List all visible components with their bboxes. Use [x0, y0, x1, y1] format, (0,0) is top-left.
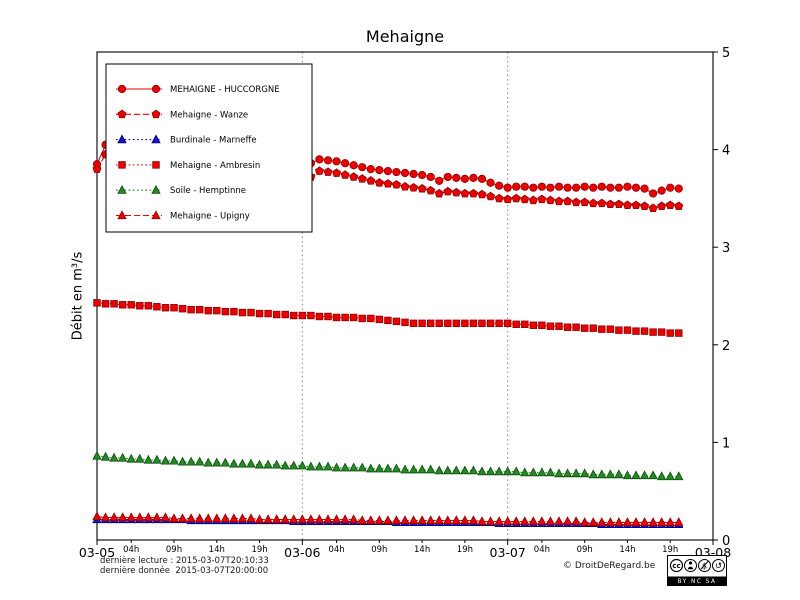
legend-item-upigny: Mehaigne - Upigny	[116, 210, 250, 222]
cc-sa-icon: ↺	[712, 559, 725, 572]
x-minor-label: 09h	[166, 545, 182, 555]
cc-logo-icon: cc	[669, 558, 684, 573]
legend-item-marneffe: Burdinale - Marneffe	[116, 134, 257, 146]
x-minor-label: 09h	[371, 545, 387, 555]
y-tick-label: 1	[722, 436, 730, 451]
series-hemptinne	[92, 450, 684, 481]
x-minor-label: 19h	[457, 545, 473, 555]
footer-last-data: dernière donnée 2015-03-07T20:00:00	[100, 566, 269, 576]
x-minor-label: 04h	[534, 545, 550, 555]
legend-label: MEHAIGNE - HUCCORGNE	[170, 85, 280, 95]
series-upigny	[92, 511, 684, 527]
x-minor-label: 04h	[328, 545, 344, 555]
y-tick-label: 2	[722, 339, 730, 354]
cc-terms-label: BY NC SA	[677, 579, 716, 585]
cc-license-badge: cc $ ↺ BY NC SA	[667, 555, 727, 586]
legend: MEHAIGNE - HUCCORGNE Mehaigne - Wanze Burd…	[105, 63, 313, 233]
y-tick-label: 3	[722, 241, 730, 256]
x-minor-label: 19h	[662, 545, 678, 555]
y-tick-label: 5	[722, 46, 730, 61]
legend-item-huccorgne: MEHAIGNE - HUCCORGNE	[116, 84, 280, 95]
legend-label: Burdinale - Marneffe	[170, 136, 257, 146]
legend-item-wanze: Mehaigne - Wanze	[116, 109, 248, 120]
x-minor-label: 14h	[209, 545, 225, 555]
svg-text:cc: cc	[672, 562, 680, 570]
x-minor-label: 19h	[251, 545, 267, 555]
x-major-label: 03-07	[490, 545, 526, 560]
x-minor-label: 14h	[414, 545, 430, 555]
copyright-text: © DroitDeRegard.be	[563, 561, 656, 571]
svg-text:↺: ↺	[715, 562, 722, 572]
legend-item-hemptinne: Soile - Hemptinne	[116, 184, 246, 196]
legend-label: Soile - Hemptinne	[170, 186, 246, 196]
x-major-label: 03-05	[79, 545, 115, 560]
series-ambresin	[93, 299, 683, 337]
x-minor-label: 04h	[123, 545, 139, 555]
cc-nc-icon: $	[698, 559, 711, 572]
legend-item-ambresin: Mehaigne - Ambresin	[116, 161, 260, 171]
chart-title: Mehaigne	[365, 27, 445, 46]
x-minor-label: 09h	[577, 545, 593, 555]
footer-last-reading: dernière lecture : 2015-03-07T20:10:33	[100, 556, 269, 566]
cc-by-icon	[684, 559, 697, 572]
cc-badge-graphic: cc $ ↺ BY NC SA	[667, 555, 727, 586]
legend-label: Mehaigne - Ambresin	[170, 161, 260, 171]
x-minor-label: 14h	[619, 545, 635, 555]
y-axis-label: Débit en m³/s	[70, 251, 86, 341]
x-major-label: 03-06	[284, 545, 320, 560]
plot-border	[96, 51, 714, 541]
legend-label: Mehaigne - Wanze	[170, 110, 248, 120]
legend-label: Mehaigne - Upigny	[170, 212, 250, 222]
y-tick-label: 0	[722, 534, 730, 549]
y-tick-label: 4	[722, 144, 730, 159]
